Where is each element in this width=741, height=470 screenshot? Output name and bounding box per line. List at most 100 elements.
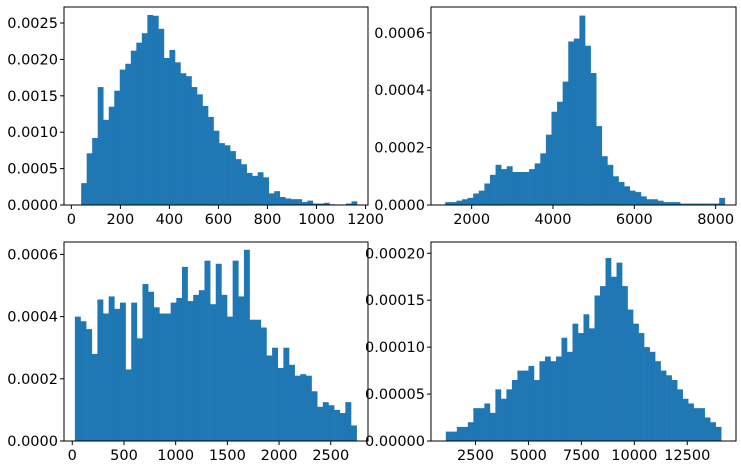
- histogram-bar: [260, 327, 267, 441]
- histogram-bar: [495, 164, 502, 205]
- y-tick-label: 0.00010: [365, 340, 425, 356]
- histogram-bar: [147, 15, 154, 206]
- histogram-bar: [103, 119, 110, 205]
- histogram-bar: [512, 172, 519, 205]
- histogram-bar: [74, 316, 81, 442]
- histogram-bar: [249, 319, 256, 441]
- histogram-bar: [290, 199, 297, 205]
- histogram-bar: [557, 101, 563, 205]
- x-tick-label: 2000: [453, 212, 490, 228]
- histogram-bar: [523, 172, 530, 205]
- histogram-bar: [215, 263, 222, 441]
- histogram-bar: [208, 116, 214, 205]
- histogram-bar: [719, 197, 726, 205]
- histogram-bar: [289, 364, 295, 441]
- histogram-bar: [680, 203, 686, 205]
- histogram-bar: [668, 202, 675, 205]
- histogram-bar: [317, 406, 324, 441]
- histogram-bar: [136, 42, 143, 205]
- histogram-bar: [158, 28, 165, 206]
- histogram-bar: [713, 203, 720, 205]
- histogram-bar: [511, 379, 518, 441]
- histogram-bar: [279, 196, 286, 205]
- histogram-bar: [136, 338, 143, 441]
- histogram-bar: [704, 417, 711, 441]
- histogram-bar: [693, 408, 700, 441]
- histogram-bar: [562, 81, 569, 205]
- y-tick-label: 0.0015: [7, 89, 58, 105]
- histogram-bar: [263, 177, 270, 205]
- histogram-bar: [204, 260, 211, 441]
- histogram-bar: [130, 50, 137, 206]
- x-tick-label: 4000: [535, 212, 572, 228]
- histogram-bar: [323, 202, 330, 205]
- histogram-bar: [159, 313, 166, 441]
- histogram-bar: [528, 365, 535, 441]
- histogram-bar: [456, 200, 463, 205]
- x-tick-label: 0: [67, 212, 76, 228]
- histogram-bar: [165, 313, 171, 441]
- histogram-bar: [108, 106, 115, 205]
- histogram-bar: [607, 164, 614, 205]
- histogram-bar: [633, 323, 639, 441]
- x-tick-label: 12500: [664, 448, 710, 464]
- y-tick-label: 0.0000: [7, 198, 58, 214]
- histogram-bar: [649, 351, 656, 441]
- histogram-bar: [478, 190, 485, 205]
- histogram-bar: [561, 337, 568, 441]
- histogram-bar: [539, 361, 546, 441]
- histogram-bar: [142, 283, 149, 441]
- histogram-bar: [131, 302, 138, 441]
- histogram-bar: [462, 426, 469, 441]
- histogram-bar: [594, 295, 601, 441]
- histogram-bar: [246, 172, 253, 205]
- histogram-bar: [296, 199, 303, 205]
- y-tick-label: 0.00000: [365, 434, 425, 450]
- histogram-bar: [163, 57, 170, 206]
- y-tick-label: 0.0020: [7, 52, 58, 68]
- histogram-bar: [660, 370, 667, 441]
- histogram-bar: [616, 262, 623, 441]
- histogram-bar: [462, 199, 468, 205]
- x-tick-label: 1200: [347, 212, 384, 228]
- y-tick-label: 0.0000: [374, 198, 425, 214]
- y-tick-label: 0.0002: [7, 372, 58, 388]
- histogram-bar: [252, 175, 258, 205]
- x-tick-label: 7500: [563, 448, 600, 464]
- histogram-bar: [540, 153, 547, 205]
- histogram-bar: [671, 379, 678, 441]
- histogram-bar: [585, 45, 591, 205]
- histogram-bar: [517, 370, 524, 441]
- histogram-bar: [501, 169, 508, 205]
- histogram-bar: [646, 199, 653, 205]
- histogram-bar: [210, 304, 217, 441]
- x-tick-label: 500: [110, 448, 138, 464]
- histogram-bar: [467, 422, 474, 441]
- histogram-bar: [708, 203, 714, 205]
- histogram-bar: [484, 183, 491, 205]
- histogram-bar: [351, 201, 358, 205]
- histogram-bar: [169, 49, 176, 206]
- histogram-bar: [622, 286, 628, 441]
- histogram-bar: [677, 389, 683, 441]
- histogram-bar: [467, 197, 474, 205]
- histogram-bar: [506, 389, 513, 441]
- histogram-bar: [691, 203, 698, 205]
- histogram-bar: [583, 314, 590, 441]
- y-tick-label: 0.0010: [7, 125, 58, 141]
- histogram-bar: [221, 294, 228, 441]
- histogram-bar: [644, 347, 650, 441]
- histogram-bar: [473, 193, 480, 205]
- histogram-bar: [550, 361, 557, 441]
- histogram-bar: [529, 169, 535, 205]
- x-tick-label: 1000: [298, 212, 335, 228]
- histogram-bar: [119, 69, 126, 205]
- y-tick-label: 0.0006: [7, 247, 58, 263]
- histogram-bar: [283, 347, 290, 441]
- histogram-bar: [612, 176, 619, 205]
- histogram-bar: [268, 193, 275, 205]
- histogram-bar: [307, 200, 314, 205]
- histogram-bar: [635, 192, 642, 205]
- histogram-bar: [517, 172, 524, 205]
